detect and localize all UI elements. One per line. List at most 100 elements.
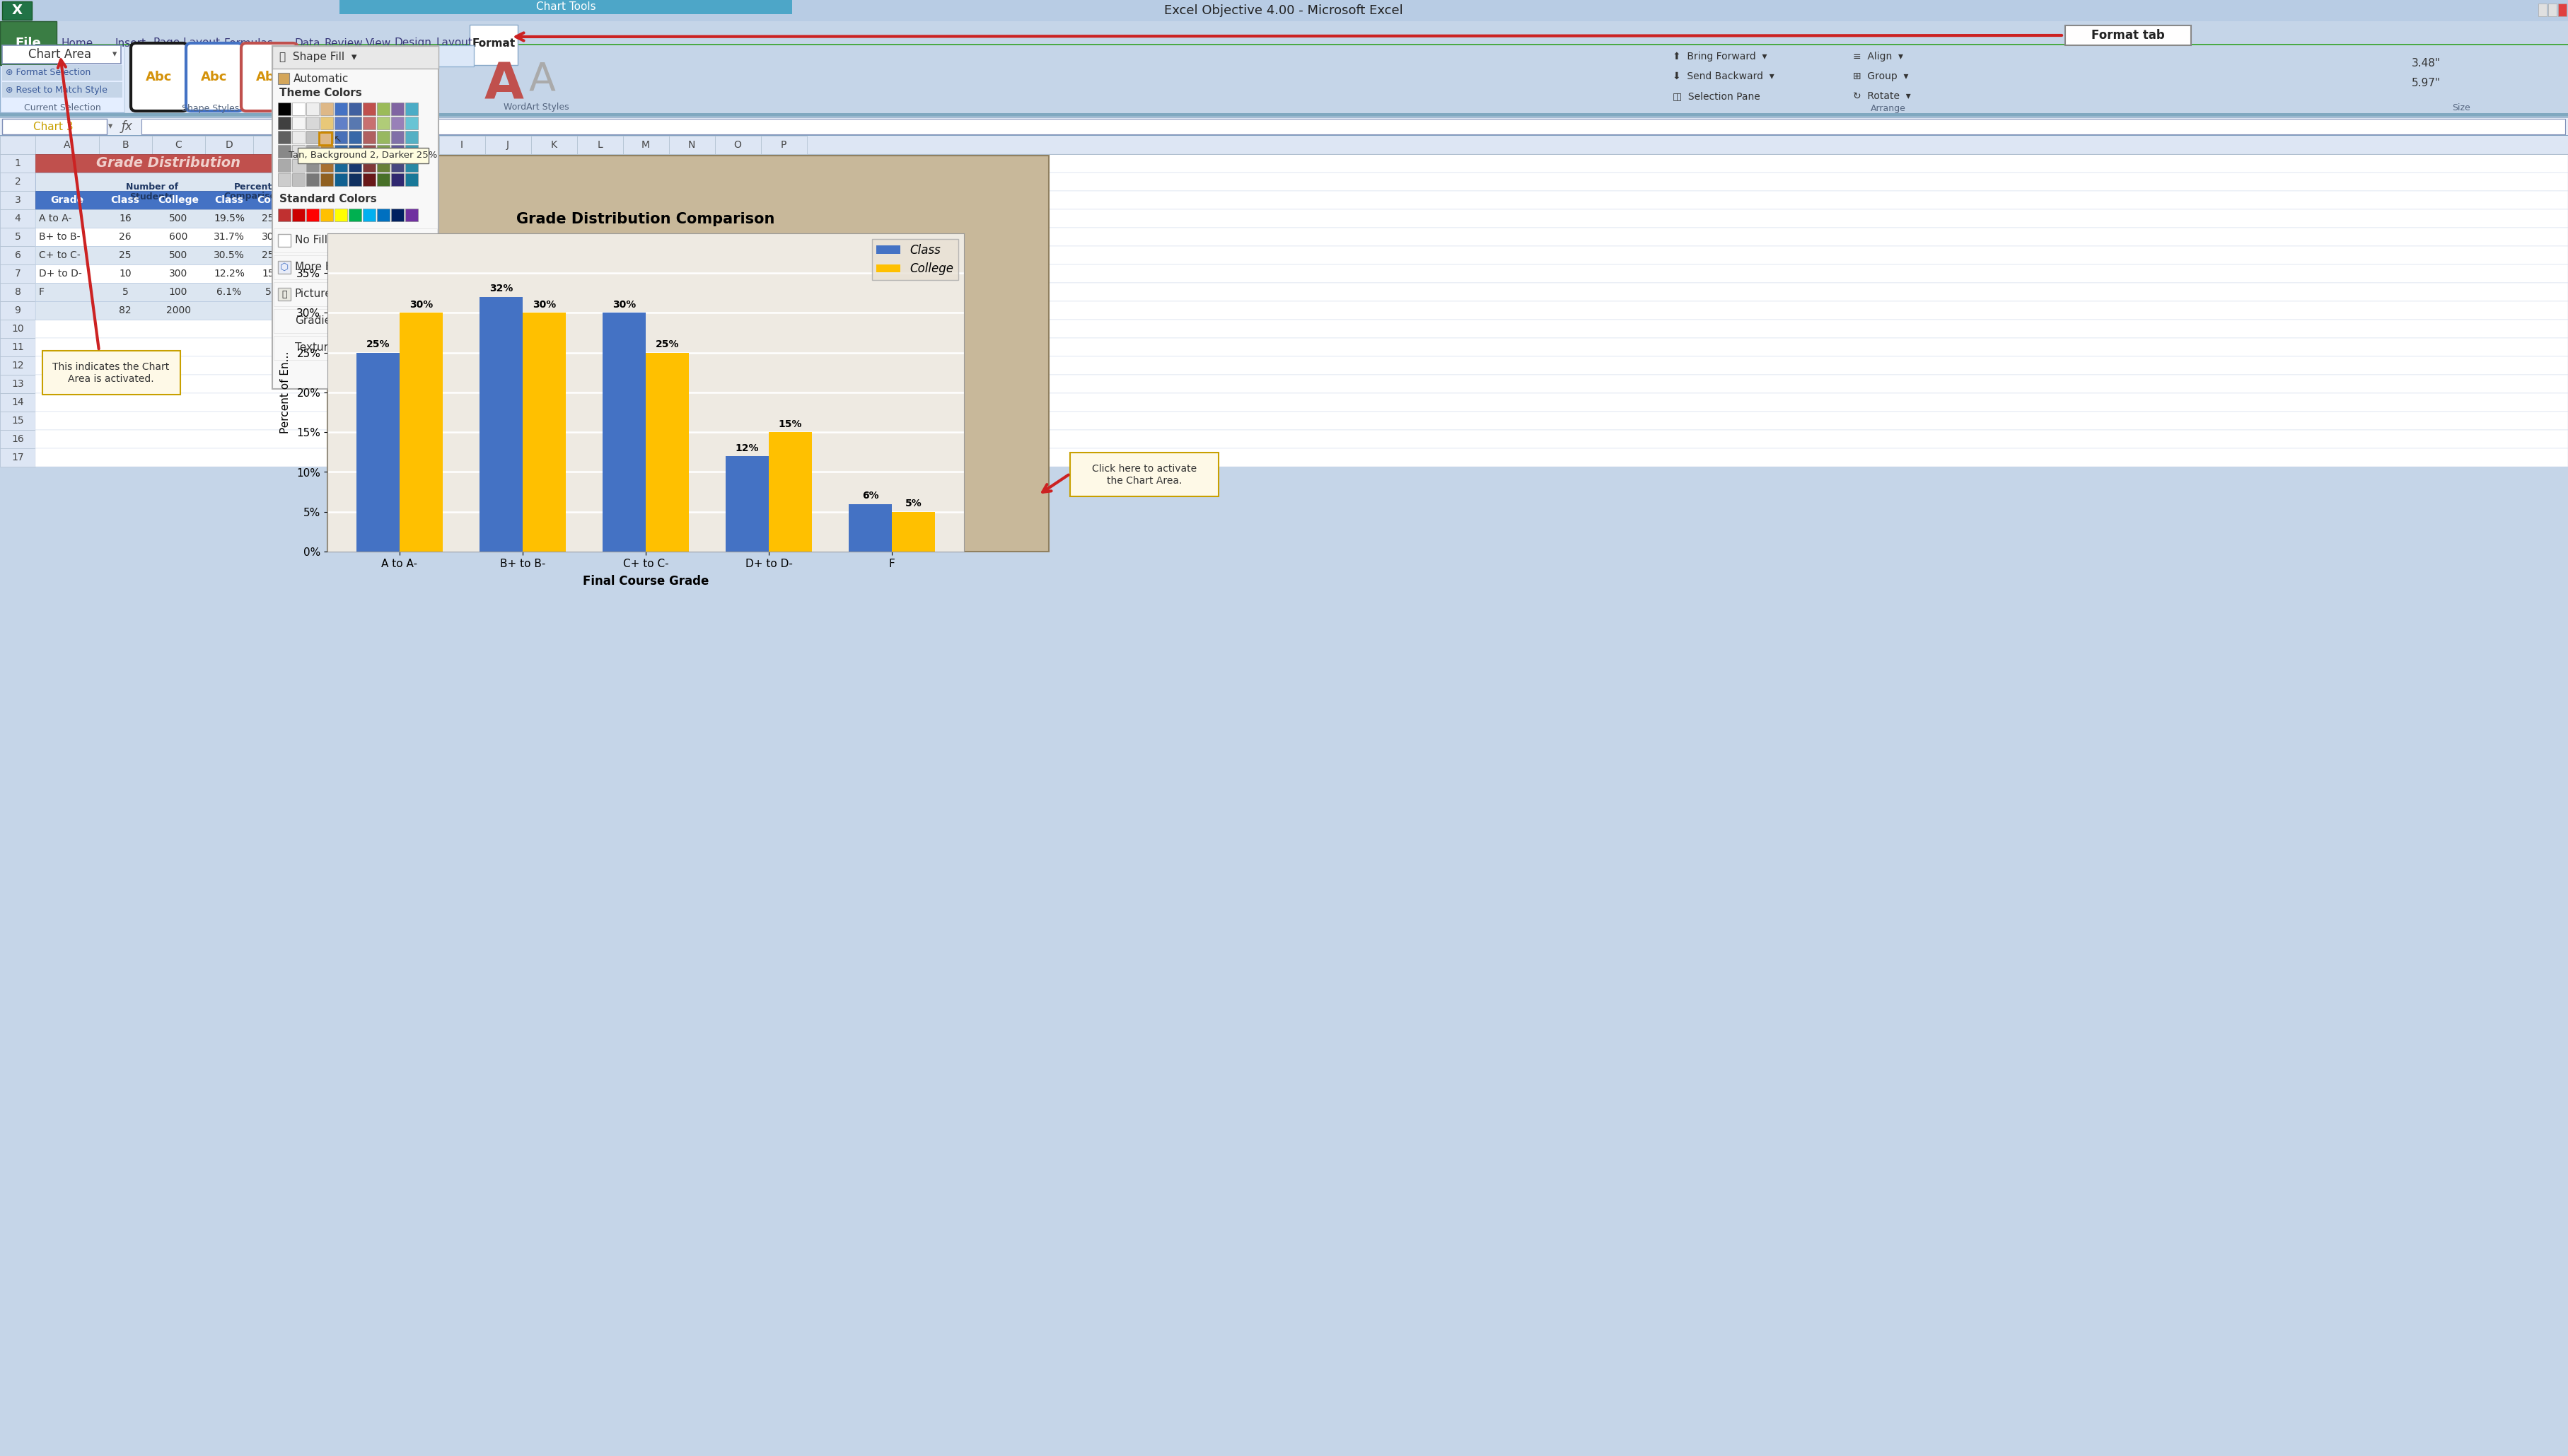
Text: 2000: 2000 (167, 306, 190, 316)
Bar (36, 173, 2568, 191)
Bar (152, 135, 205, 154)
Bar (306, 116, 318, 130)
Text: 6.1%: 6.1% (216, 287, 241, 297)
Text: 500: 500 (169, 214, 187, 223)
Text: K: K (550, 140, 557, 150)
Bar (349, 102, 362, 115)
Text: D: D (226, 140, 234, 150)
Text: 16: 16 (10, 434, 23, 444)
Bar (0, 22, 2568, 66)
Text: 100: 100 (169, 287, 187, 297)
Bar (478, 105, 647, 108)
Bar (334, 208, 347, 221)
Bar (334, 131, 347, 144)
Bar (36, 135, 100, 154)
Text: Format tab: Format tab (2090, 29, 2165, 42)
Bar (2065, 25, 2191, 45)
Text: More Fill Colors...: More Fill Colors... (295, 262, 388, 272)
Text: 10: 10 (118, 269, 131, 278)
Text: 26: 26 (118, 232, 131, 242)
Bar (727, 456, 768, 552)
Bar (0, 135, 2568, 154)
Bar (100, 135, 152, 154)
Bar (349, 173, 362, 186)
Bar (3, 1, 31, 20)
Bar (275, 255, 437, 280)
Bar (349, 159, 362, 172)
Bar (277, 146, 290, 157)
Bar (293, 102, 306, 115)
Bar (0, 320, 36, 338)
X-axis label: Final Course Grade: Final Course Grade (583, 575, 709, 588)
Text: 6: 6 (15, 250, 21, 261)
Bar (293, 146, 306, 157)
Text: Excel Objective 4.00 - Microsoft Excel: Excel Objective 4.00 - Microsoft Excel (1163, 4, 1402, 17)
Bar (362, 146, 375, 157)
Bar (0, 191, 36, 210)
Text: ▶: ▶ (421, 344, 429, 352)
Text: This indicates the Chart: This indicates the Chart (51, 363, 169, 371)
Text: 19.5%: 19.5% (213, 214, 244, 223)
Text: 12: 12 (10, 361, 23, 370)
Text: Gradient: Gradient (295, 316, 342, 326)
Bar (768, 432, 811, 552)
Bar (329, 156, 1048, 552)
Text: ↖: ↖ (334, 134, 342, 144)
Bar (3, 82, 123, 98)
Bar (36, 154, 2568, 173)
Text: Size: Size (2452, 103, 2470, 112)
Text: No Fill: No Fill (295, 234, 329, 246)
Text: Picture...: Picture... (295, 288, 342, 300)
Text: D+ to D-: D+ to D- (39, 269, 82, 278)
Bar (277, 288, 290, 300)
Bar (624, 135, 670, 154)
Text: Shape Styles: Shape Styles (182, 103, 239, 112)
Bar (532, 135, 578, 154)
Bar (275, 229, 437, 252)
Bar (478, 45, 647, 112)
Bar (272, 47, 439, 389)
Bar (485, 135, 532, 154)
Bar (293, 208, 306, 221)
Text: Class: Class (110, 195, 139, 205)
Bar (275, 336, 437, 360)
Bar (36, 210, 2568, 227)
Bar (36, 227, 2568, 246)
Text: 🎨 Shape Fill  ▾: 🎨 Shape Fill ▾ (316, 51, 390, 61)
Text: 15%: 15% (778, 419, 801, 430)
Bar (2537, 3, 2547, 16)
Bar (321, 159, 334, 172)
Bar (334, 102, 347, 115)
Text: Data: Data (295, 38, 321, 48)
Bar (362, 131, 375, 144)
Text: Review: Review (324, 38, 362, 48)
Bar (334, 116, 347, 130)
Bar (406, 102, 419, 115)
Text: 25.0%: 25.0% (262, 250, 293, 261)
FancyBboxPatch shape (185, 44, 241, 111)
Text: 82: 82 (118, 306, 131, 316)
Bar (670, 135, 714, 154)
Bar (0, 412, 36, 430)
Bar (390, 116, 403, 130)
Bar (406, 208, 419, 221)
Bar (36, 430, 2568, 448)
Text: Formulas: Formulas (223, 38, 272, 48)
Bar (36, 448, 2568, 467)
Bar (334, 173, 347, 186)
Bar (306, 159, 318, 172)
Text: ƒx: ƒx (121, 121, 134, 132)
Bar (480, 297, 524, 552)
Bar (293, 131, 306, 144)
Bar (524, 313, 565, 552)
Text: Students: Students (131, 192, 175, 201)
Text: Abc: Abc (200, 71, 229, 83)
Bar (349, 208, 362, 221)
Text: 30%: 30% (611, 300, 637, 310)
Text: File: File (15, 36, 41, 50)
Text: ⊛ Reset to Match Style: ⊛ Reset to Match Style (5, 86, 108, 95)
Bar (36, 246, 300, 265)
Bar (306, 146, 318, 157)
Text: 15.0%: 15.0% (262, 269, 293, 278)
Bar (141, 119, 2565, 134)
